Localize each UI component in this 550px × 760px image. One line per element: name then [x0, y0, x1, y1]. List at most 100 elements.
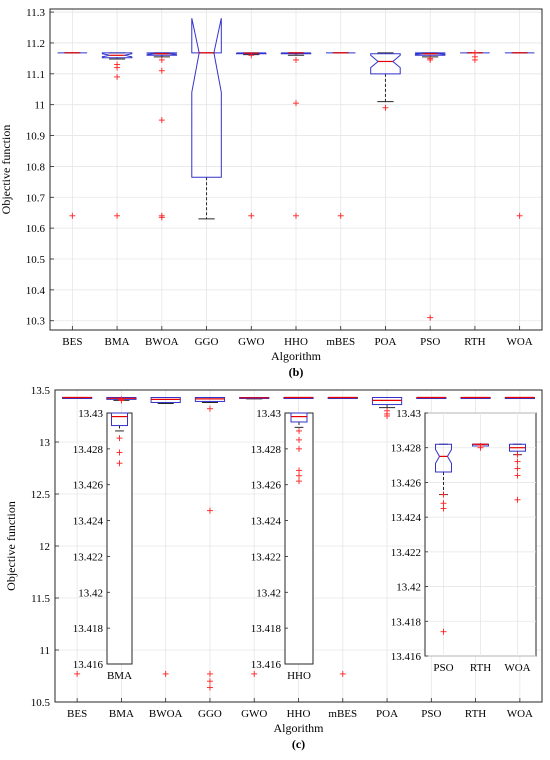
box-body: [371, 396, 403, 406]
outlier-point: [471, 56, 478, 63]
box-rth: [460, 396, 491, 399]
inset-box-bma: [111, 412, 128, 467]
xtick-label: mBES: [326, 336, 355, 348]
inset-box-rth: [472, 442, 489, 451]
xtick-label: POA: [374, 336, 396, 348]
xtick-label: WOA: [506, 336, 532, 348]
inset-1: 13.416 13.418 13.42 13.422 13.424 13.426 13.42…: [73, 408, 133, 682]
xtick-label: HHO: [287, 708, 311, 720]
inset-box-pso: [435, 443, 452, 635]
xtick-label: RTH: [465, 708, 486, 720]
inset-ytick-label: 13.43: [78, 408, 103, 420]
outlier-point: [206, 684, 213, 691]
inset-ytick-label: 13.42: [396, 582, 421, 594]
box-gwo: [236, 52, 267, 219]
ytick-label: 10.9: [26, 131, 46, 143]
outlier-point: [514, 465, 521, 472]
inset-3: 13.416 13.418 13.42 13.422 13.424 13.426 13.42…: [391, 408, 537, 674]
outlier-point: [206, 507, 213, 514]
inset-ytick-label: 13.418: [391, 616, 422, 628]
ytick-label: 11.3: [26, 7, 45, 19]
outlier-point: [339, 670, 346, 677]
xtick-label: GWO: [241, 708, 267, 720]
ytick-label: 11.5: [31, 593, 50, 605]
inset-ytick-label: 13.418: [73, 623, 104, 635]
outlier-point: [514, 496, 521, 503]
box-pso: [414, 52, 446, 321]
outlier-point: [118, 397, 125, 404]
xtick-label: BES: [62, 336, 82, 348]
outlier-point: [427, 56, 434, 63]
box-ggo: [191, 18, 222, 220]
ytick-label: 11: [34, 100, 45, 112]
panel-b: 10.3 10.4 10.5 10.6 10.7 10.8 10.9 11 11.1 11.2 11…: [0, 7, 543, 379]
box-mbes: [327, 396, 358, 677]
inset-ytick-label: 13.42: [256, 587, 281, 599]
inset-frame: [284, 412, 314, 665]
ytick-label: 12: [39, 541, 50, 553]
outlier-point: [440, 500, 447, 507]
outlier-point: [440, 628, 447, 635]
box-bma: [106, 396, 137, 404]
inset-ytick-label: 13.422: [73, 551, 103, 563]
inset-xtick-label: RTH: [470, 662, 491, 674]
box-body: [150, 396, 181, 403]
box-body: [290, 412, 308, 423]
outlier-point: [440, 505, 447, 512]
outlier-point: [477, 444, 484, 451]
inset-ytick-label: 13.426: [391, 477, 422, 489]
ytick-label: 11: [39, 645, 50, 657]
outlier-point: [514, 472, 521, 479]
outlier-point: [162, 670, 169, 677]
outlier-point: [296, 472, 302, 479]
outlier-point: [296, 436, 302, 443]
inset-ytick-label: 13.428: [73, 444, 104, 456]
inset-ytick-label: 13.43: [396, 408, 421, 420]
outlier-point: [248, 52, 255, 59]
box-hho: [280, 52, 312, 219]
xtick-label: GGO: [198, 708, 222, 720]
xtick-label: BWOA: [149, 708, 183, 720]
inset-ytick-label: 13.43: [256, 408, 281, 420]
box-gwo: [239, 396, 270, 677]
ytick-label: 10.5: [31, 697, 51, 709]
inset-ytick-label: 13.42: [78, 587, 103, 599]
outlier-point: [114, 212, 121, 219]
xtick-label: mBES: [328, 708, 357, 720]
ytick-label: 13.5: [31, 385, 51, 397]
outlier-point: [382, 104, 389, 111]
outlier-point: [116, 449, 123, 456]
box-body: [111, 412, 128, 427]
outlier-point: [248, 212, 255, 219]
box-body: [191, 18, 222, 178]
outlier-point: [296, 445, 302, 452]
xtick-label: PSO: [420, 336, 440, 348]
inset-ytick-label: 13.428: [391, 443, 422, 455]
outlier-point: [114, 73, 121, 80]
box-body: [414, 52, 446, 56]
outlier-point: [116, 435, 123, 442]
xtick-label: BWOA: [145, 336, 179, 348]
inset-ytick-label: 13.416: [73, 659, 104, 671]
panel-caption: (b): [289, 365, 304, 379]
outlier-point: [514, 458, 521, 465]
inset-ytick-label: 13.422: [251, 551, 281, 563]
outlier-point: [158, 56, 165, 63]
x-axis-title: Algorithm: [271, 349, 322, 363]
xtick-label: GGO: [195, 336, 219, 348]
box-body: [280, 52, 312, 55]
inset-ytick-label: 13.416: [391, 651, 422, 663]
ytick-label: 13: [39, 437, 51, 449]
inset-ytick-label: 13.428: [251, 444, 282, 456]
xtick-label: PSO: [421, 708, 441, 720]
outlier-point: [293, 100, 299, 107]
box-ggo: [194, 396, 226, 691]
xtick-label: BES: [67, 708, 87, 720]
inset-ytick-label: 13.426: [73, 480, 104, 492]
inset-xtick-label: PSO: [433, 662, 453, 674]
outlier-point: [296, 478, 302, 485]
box-body: [146, 52, 178, 56]
box-bwoa: [146, 52, 178, 221]
outlier-point: [427, 314, 434, 321]
box-woa: [504, 52, 535, 219]
